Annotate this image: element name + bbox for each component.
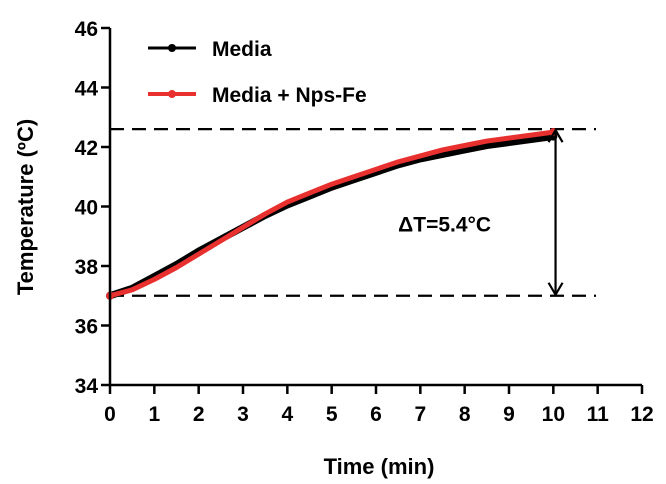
y-axis: 34 36 38 40 42 44 46 (75, 18, 112, 398)
y-tick-label: 44 (75, 78, 99, 101)
series-line (106, 133, 557, 300)
x-tick-label: 3 (237, 403, 249, 426)
x-tick-label: 0 (104, 403, 116, 426)
x-tick-label: 6 (370, 403, 382, 426)
y-tick-label: 34 (75, 375, 99, 398)
x-tick-label: 12 (630, 403, 653, 426)
reference-lines (110, 128, 596, 297)
legend-label: Media (212, 38, 272, 61)
x-tick-label: 8 (459, 403, 471, 426)
series-line (107, 129, 556, 299)
x-tick-label: 2 (193, 403, 205, 426)
legend-swatch-marker (168, 44, 176, 52)
legend: Media Media + Nps-Fe (148, 38, 367, 107)
x-tick-label: 1 (148, 403, 160, 426)
x-tick-label: 4 (281, 403, 293, 426)
x-tick-label: 11 (587, 403, 610, 426)
x-tick-label: 7 (414, 403, 426, 426)
y-tick-label: 40 (75, 197, 98, 220)
delta-arrow-head-bottom (547, 282, 564, 297)
x-tick-label: 9 (503, 403, 515, 426)
y-tick-label: 38 (75, 256, 99, 279)
y-tick-label: 42 (75, 137, 98, 160)
y-tick-label: 36 (75, 316, 98, 339)
delta-arrow-head-top (547, 127, 564, 143)
y-axis-title: Temperature (ºC) (13, 119, 38, 295)
x-tick-label: 10 (542, 403, 565, 426)
legend-label: Media + Nps-Fe (212, 84, 367, 107)
x-axis-title: Time (min) (324, 454, 435, 479)
y-tick-label: 46 (75, 18, 98, 41)
annotation: ΔT=5.4°C (398, 127, 564, 297)
x-tick-label: 5 (326, 403, 338, 426)
x-axis: 0 1 2 3 4 5 6 7 8 9 10 11 12 (104, 383, 654, 426)
delta-t-label: ΔT=5.4°C (398, 213, 491, 236)
legend-swatch-marker (168, 90, 176, 98)
